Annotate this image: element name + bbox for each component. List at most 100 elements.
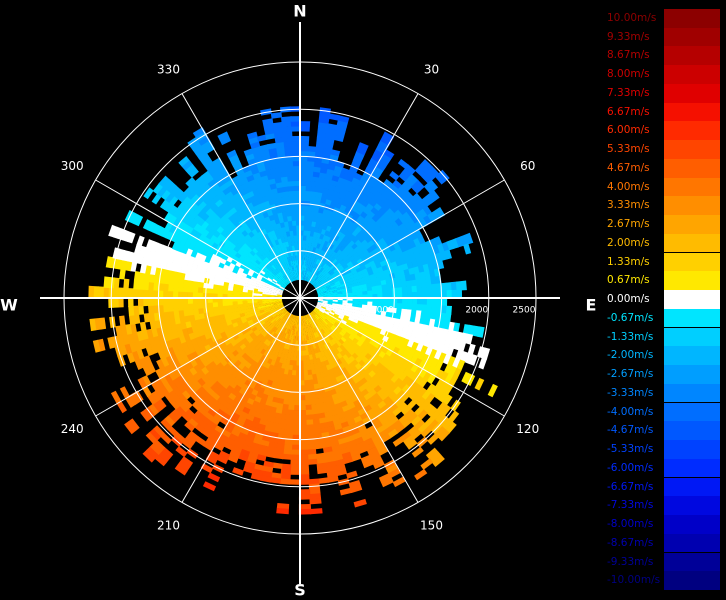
velocity-gate xyxy=(275,181,283,189)
velocity-gate xyxy=(217,288,223,294)
velocity-gate xyxy=(283,316,288,322)
colorbar-label: -8.67m/s xyxy=(607,536,654,549)
velocity-gate xyxy=(247,329,254,335)
velocity-gate xyxy=(301,315,304,322)
colorbar-swatch xyxy=(664,477,720,497)
velocity-gate xyxy=(212,288,219,294)
velocity-gate xyxy=(143,280,150,291)
velocity-gate xyxy=(275,407,283,414)
velocity-gate xyxy=(324,318,330,324)
velocity-gate xyxy=(253,321,260,327)
velocity-gate xyxy=(130,323,137,334)
velocity-gate xyxy=(286,328,290,335)
velocity-gate xyxy=(409,196,419,207)
velocity-gate xyxy=(263,306,269,310)
velocity-gate xyxy=(455,236,464,248)
velocity-gate xyxy=(261,299,268,302)
colorbar-label: 7.33m/s xyxy=(607,86,650,99)
velocity-gate xyxy=(282,315,287,321)
velocity-gate xyxy=(330,282,336,287)
velocity-gate xyxy=(180,380,190,391)
velocity-gate xyxy=(365,279,372,285)
velocity-gate xyxy=(244,169,254,178)
velocity-gate xyxy=(427,179,439,191)
velocity-gate xyxy=(333,252,340,259)
colorbar-swatch xyxy=(664,46,720,66)
velocity-gate xyxy=(329,320,335,326)
velocity-gate xyxy=(351,177,361,186)
velocity-gate xyxy=(421,172,433,184)
velocity-gate xyxy=(436,401,448,414)
colorbar-swatch xyxy=(664,140,720,159)
velocity-gate xyxy=(280,326,286,333)
velocity-gate xyxy=(327,302,333,306)
velocity-gate xyxy=(420,278,427,286)
velocity-gate xyxy=(147,221,157,233)
velocity-gate xyxy=(391,419,402,430)
velocity-gate xyxy=(273,250,279,257)
velocity-gate xyxy=(287,175,295,182)
velocity-gate xyxy=(157,450,171,463)
velocity-gate xyxy=(414,419,426,431)
velocity-gate xyxy=(241,329,248,335)
velocity-gate xyxy=(163,382,174,394)
velocity-gate xyxy=(289,354,294,361)
colorbar-label: 1.33m/s xyxy=(607,255,650,268)
velocity-gate xyxy=(197,419,208,430)
velocity-gate xyxy=(268,307,275,312)
velocity-gate xyxy=(290,121,301,127)
velocity-gate xyxy=(204,187,215,197)
velocity-gate xyxy=(280,258,285,265)
velocity-gate xyxy=(291,126,301,132)
velocity-gate xyxy=(210,268,218,276)
velocity-gate xyxy=(303,365,308,371)
velocity-gate xyxy=(271,162,280,169)
velocity-gate xyxy=(278,288,284,292)
velocity-gate xyxy=(242,288,248,293)
velocity-gate xyxy=(290,276,294,282)
velocity-gate xyxy=(283,394,290,401)
velocity-gate xyxy=(316,186,324,194)
velocity-gate xyxy=(277,212,284,219)
velocity-gate xyxy=(291,324,295,331)
velocity-gate xyxy=(200,265,208,273)
velocity-gate xyxy=(293,315,297,321)
velocity-gate xyxy=(286,210,292,217)
velocity-gate xyxy=(284,150,294,157)
velocity-gate xyxy=(369,450,381,460)
velocity-gate xyxy=(241,365,249,373)
velocity-gate xyxy=(261,252,268,259)
velocity-gate xyxy=(108,224,117,238)
velocity-gate xyxy=(274,387,281,394)
velocity-gate xyxy=(133,288,139,298)
velocity-gate xyxy=(207,472,221,483)
velocity-gate xyxy=(407,292,413,299)
velocity-gate xyxy=(316,303,323,307)
velocity-gate xyxy=(292,225,297,231)
velocity-gate xyxy=(185,320,192,329)
velocity-gate xyxy=(380,310,387,317)
velocity-gate xyxy=(280,363,286,370)
velocity-gate xyxy=(317,302,323,306)
velocity-gate xyxy=(404,164,416,175)
azimuth-label-330: 330 xyxy=(157,63,180,77)
velocity-gate xyxy=(314,201,321,208)
velocity-gate xyxy=(361,232,370,240)
velocity-gate xyxy=(352,291,358,296)
velocity-gate xyxy=(351,411,361,420)
velocity-gate xyxy=(317,248,322,255)
colorbar-label: -5.33m/s xyxy=(607,443,654,456)
velocity-gate xyxy=(300,205,306,211)
velocity-gate xyxy=(270,337,277,344)
velocity-gate xyxy=(128,314,136,325)
velocity-gate xyxy=(279,314,285,319)
velocity-gate xyxy=(265,312,272,318)
velocity-gate xyxy=(287,240,292,247)
velocity-gate xyxy=(256,333,263,339)
velocity-gate xyxy=(328,346,335,353)
velocity-gate xyxy=(317,311,323,316)
colorbar-label: -4.67m/s xyxy=(607,424,654,437)
velocity-gate xyxy=(319,316,325,322)
velocity-gate xyxy=(302,245,306,251)
velocity-gate xyxy=(272,327,278,333)
